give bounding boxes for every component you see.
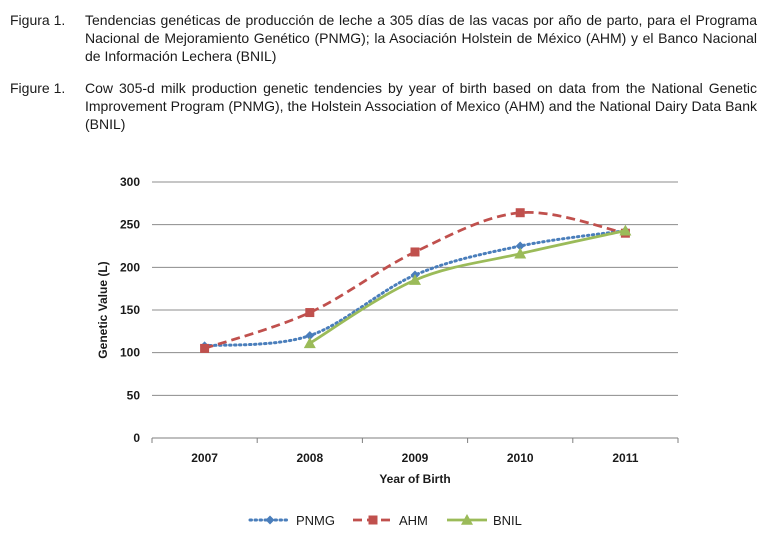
data-point-bnil [409, 274, 421, 285]
data-point-ahm [305, 308, 315, 318]
data-point-pnmg [515, 241, 525, 251]
legend-item-pnmg: PNMG [248, 513, 335, 528]
data-point-bnil [303, 337, 316, 349]
x-axis-ticks: 2007 2008 2009 2010 2011 [151, 438, 679, 465]
y-tick-label: 150 [120, 303, 140, 317]
legend-label-ahm: AHM [399, 513, 428, 528]
y-tick-label: 100 [120, 346, 140, 360]
x-tick-label: 2007 [191, 451, 218, 465]
y-tick-label: 0 [133, 431, 140, 445]
legend-label-bnil: BNIL [493, 513, 522, 528]
y-tick-label: 50 [127, 388, 141, 402]
data-point-ahm [515, 208, 525, 218]
caption-spanish-text: Tendencias genéticas de producción de le… [85, 12, 757, 64]
caption-spanish-number: Figura 1. [10, 12, 66, 28]
gridlines [152, 181, 678, 396]
y-axis-title: Genetic Value (L) [96, 261, 110, 358]
legend-label-pnmg: PNMG [296, 513, 335, 528]
y-tick-label: 300 [120, 175, 140, 189]
x-tick-label: 2010 [507, 451, 534, 465]
data-point-bnil [514, 247, 527, 259]
y-tick-label: 250 [120, 218, 140, 232]
caption-english-number: Figure 1. [10, 80, 66, 96]
legend-marker-bnil [461, 514, 473, 525]
x-axis-title: Year of Birth [379, 472, 450, 486]
legend-item-bnil: BNIL [447, 513, 522, 528]
legend: PNMG AHM BNIL [248, 513, 522, 528]
x-tick-label: 2008 [296, 451, 323, 465]
legend-item-ahm: AHM [353, 513, 428, 528]
series-line-bnil [309, 229, 626, 345]
y-tick-label: 200 [120, 260, 140, 274]
x-tick-label: 2011 [612, 451, 638, 465]
x-tick-label: 2009 [402, 451, 429, 465]
data-point-ahm [410, 247, 420, 257]
data-point-ahm [200, 343, 210, 353]
caption-english-text: Cow 305-d milk production genetic tenden… [85, 80, 757, 132]
legend-marker-ahm [368, 515, 378, 525]
y-axis-ticks: 0 50 100 150 200 250 300 [120, 175, 140, 445]
legend-marker-pnmg [265, 515, 275, 525]
data-point-pnmg [305, 331, 315, 341]
series-bnil [303, 224, 632, 349]
data-point-bnil [619, 224, 632, 236]
series-group [200, 208, 632, 353]
